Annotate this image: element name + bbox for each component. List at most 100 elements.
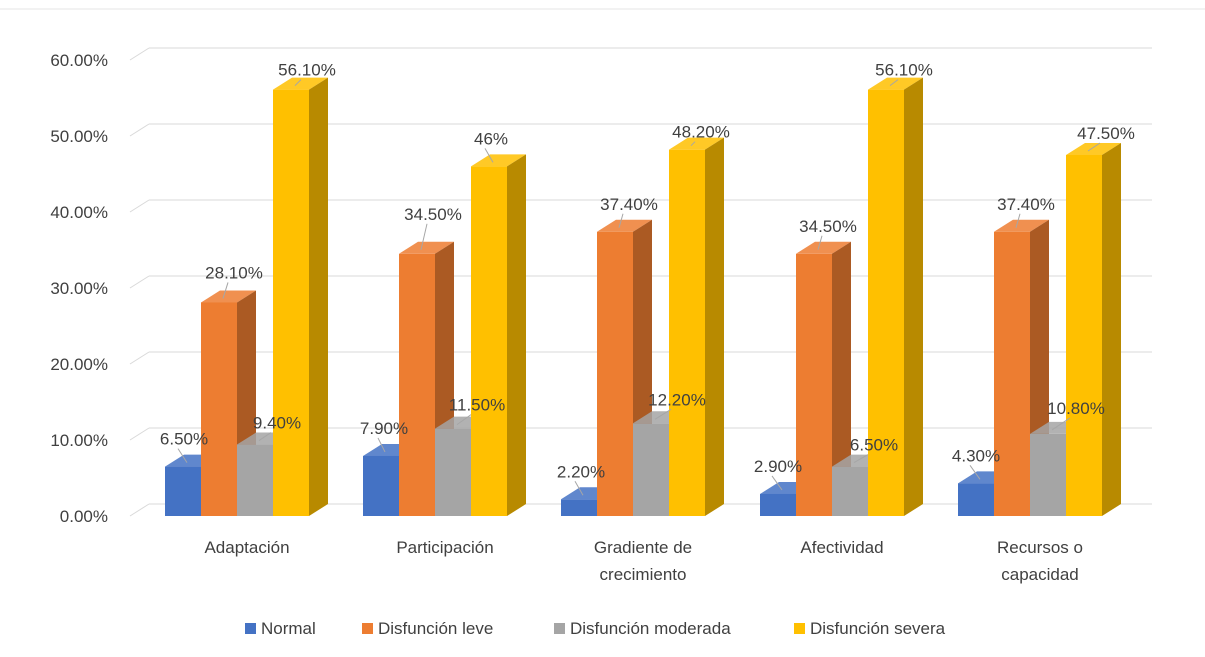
data-label: 2.20% bbox=[557, 462, 605, 481]
category-label: Afectividad bbox=[800, 538, 883, 557]
legend-swatch bbox=[794, 623, 805, 634]
legend-label: Disfunción leve bbox=[378, 619, 493, 638]
y-tick-label: 60.00% bbox=[50, 51, 108, 70]
bar-front bbox=[363, 455, 399, 516]
data-labels: 6.50% 7.90% 2.20% 2.90% 4.30% 28.10% 34.50% 37.… bbox=[160, 61, 1135, 482]
bar-front bbox=[868, 89, 904, 516]
data-label: 28.10% bbox=[205, 263, 263, 282]
leader-line bbox=[456, 414, 472, 426]
bar-front bbox=[958, 483, 994, 516]
y-tick-label: 0.00% bbox=[60, 507, 108, 526]
y-tick-label: 50.00% bbox=[50, 127, 108, 146]
bar-top bbox=[399, 241, 454, 254]
bar bbox=[1066, 143, 1121, 516]
leader-line bbox=[889, 79, 899, 87]
gridline-side bbox=[129, 275, 150, 289]
x-axis-category-labels: Adaptación Participación Gradiente de creci… bbox=[204, 538, 1083, 584]
bar-front bbox=[1030, 433, 1066, 516]
y-tick-label: 10.00% bbox=[50, 431, 108, 450]
bar-side bbox=[507, 154, 526, 516]
bar-top bbox=[994, 219, 1049, 232]
bar-front bbox=[669, 149, 705, 516]
bar-front bbox=[273, 89, 309, 516]
leader-line bbox=[654, 408, 672, 420]
leader-line bbox=[177, 448, 188, 463]
leader-line bbox=[969, 465, 981, 480]
data-label: 48.20% bbox=[672, 123, 730, 142]
data-label: 7.90% bbox=[360, 419, 408, 438]
legend: Normal Disfunción leve Disfunción moderada… bbox=[245, 619, 946, 638]
data-label: 11.50% bbox=[449, 396, 505, 415]
leader-lines bbox=[177, 79, 1101, 496]
legend-item: Disfunción moderada bbox=[554, 619, 731, 638]
bar-front bbox=[435, 428, 471, 516]
data-label: 6.50% bbox=[160, 430, 208, 449]
bar bbox=[868, 77, 923, 516]
leader-line bbox=[294, 79, 302, 86]
bar-front bbox=[237, 444, 273, 516]
leader-line bbox=[377, 437, 386, 453]
legend-label: Disfunción moderada bbox=[570, 619, 731, 638]
legend-item: Normal bbox=[245, 619, 316, 638]
bar-top bbox=[669, 137, 724, 150]
bar bbox=[471, 154, 526, 516]
bar-front bbox=[796, 253, 832, 517]
leader-line bbox=[618, 213, 624, 228]
gridline-side bbox=[129, 503, 150, 517]
bar bbox=[273, 77, 328, 516]
data-label: 10.80% bbox=[1047, 399, 1105, 418]
gridline-side bbox=[129, 123, 150, 137]
gridline-side bbox=[129, 47, 150, 61]
y-axis-tick-labels: 0.00% 10.00% 20.00% 30.00% 40.00% 50.00% 60.00… bbox=[50, 51, 108, 526]
legend-swatch bbox=[554, 623, 565, 634]
bar-front bbox=[994, 231, 1030, 516]
bar-top bbox=[273, 77, 328, 90]
bar-front bbox=[399, 253, 435, 517]
gridline-side bbox=[129, 351, 150, 365]
data-label: 9.40% bbox=[253, 414, 301, 433]
bar-top bbox=[796, 241, 851, 254]
legend-item: Disfunción severa bbox=[794, 619, 946, 638]
data-label: 37.40% bbox=[600, 195, 658, 214]
leader-line bbox=[771, 475, 783, 491]
bar-top bbox=[1066, 143, 1121, 155]
bar-front bbox=[561, 499, 597, 516]
y-tick-label: 20.00% bbox=[50, 355, 108, 374]
leader-line bbox=[1087, 142, 1101, 152]
leader-line bbox=[1051, 417, 1071, 431]
gridline-side bbox=[129, 427, 150, 441]
gridline-side bbox=[129, 199, 150, 213]
data-label: 2.90% bbox=[754, 457, 802, 476]
y-tick-label: 40.00% bbox=[50, 203, 108, 222]
bar bbox=[796, 241, 851, 517]
y-tick-label: 30.00% bbox=[50, 279, 108, 298]
legend-swatch bbox=[245, 623, 256, 634]
bar-front bbox=[1066, 155, 1102, 516]
leader-line bbox=[420, 223, 428, 250]
series-4 bbox=[273, 77, 1121, 516]
data-label: 12.20% bbox=[648, 390, 706, 409]
leader-line bbox=[1015, 213, 1021, 228]
bars bbox=[165, 77, 1121, 517]
bar-front bbox=[760, 493, 796, 516]
leader-line bbox=[690, 141, 696, 147]
category-label: Recursos o capacidad bbox=[997, 538, 1083, 584]
data-label: 37.40% bbox=[997, 195, 1055, 214]
bar-top bbox=[597, 219, 652, 232]
bar-side bbox=[904, 77, 923, 516]
data-label: 56.10% bbox=[278, 61, 336, 80]
data-label: 34.50% bbox=[404, 205, 462, 224]
legend-label: Normal bbox=[261, 619, 316, 638]
data-label: 6.50% bbox=[850, 436, 898, 455]
bar-top bbox=[868, 77, 923, 90]
bar bbox=[669, 137, 724, 516]
data-label: 47.50% bbox=[1077, 124, 1135, 143]
legend-item: Disfunción leve bbox=[362, 619, 493, 638]
legend-label: Disfunción severa bbox=[810, 619, 946, 638]
leader-line bbox=[222, 282, 229, 299]
data-label: 4.30% bbox=[952, 446, 1000, 465]
bar-top bbox=[471, 154, 526, 167]
bar-front bbox=[471, 166, 507, 516]
leader-line bbox=[817, 235, 823, 250]
